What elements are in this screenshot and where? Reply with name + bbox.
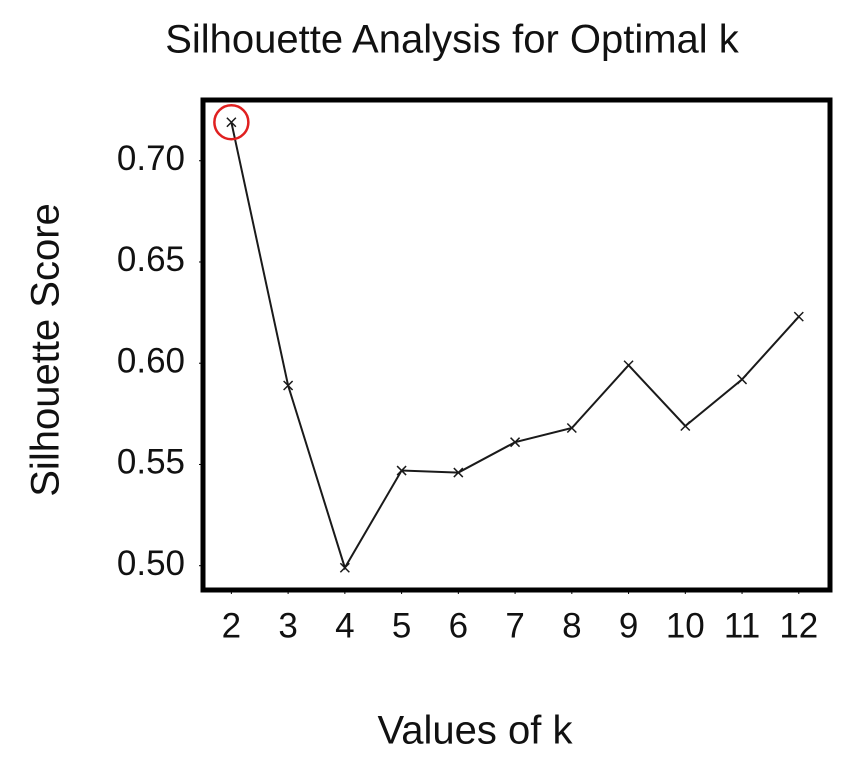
x-tick-label: 2 xyxy=(222,606,241,645)
x-tick-label: 11 xyxy=(724,606,760,645)
point-marker xyxy=(737,374,748,385)
x-tick-label: 6 xyxy=(449,606,468,645)
series-line xyxy=(230,122,800,571)
point-marker xyxy=(566,422,577,434)
y-tick-label: 0.50 xyxy=(117,544,185,583)
x-tick-label: 7 xyxy=(505,606,524,645)
point-marker xyxy=(680,420,691,432)
y-axis-label: Silhouette Score xyxy=(24,203,68,497)
x-tick-label: 4 xyxy=(335,606,354,645)
y-tick-label: 0.70 xyxy=(117,139,185,178)
x-axis-label: Values of k xyxy=(378,709,574,753)
highlight-circle xyxy=(213,104,250,141)
point-marker xyxy=(396,465,407,476)
x-tick-label: 5 xyxy=(392,606,411,645)
point-marker xyxy=(339,562,350,573)
x-tick-label: 12 xyxy=(779,606,818,645)
plot-frame xyxy=(200,97,833,593)
y-tick-label: 0.65 xyxy=(117,240,185,279)
point-marker xyxy=(510,437,521,448)
y-tick-label: 0.60 xyxy=(117,341,185,380)
x-tick-label: 10 xyxy=(666,606,705,645)
x-tick-label: 3 xyxy=(278,606,297,645)
y-tick-label: 0.55 xyxy=(117,443,185,482)
chart-title: Silhouette Analysis for Optimal k xyxy=(165,18,740,62)
point-marker xyxy=(623,360,634,371)
x-tick-label: 8 xyxy=(562,606,581,645)
point-marker xyxy=(283,380,294,391)
point-marker xyxy=(226,117,237,128)
point-marker xyxy=(453,467,464,478)
x-tick-label: 9 xyxy=(619,606,638,645)
point-marker xyxy=(793,311,804,322)
